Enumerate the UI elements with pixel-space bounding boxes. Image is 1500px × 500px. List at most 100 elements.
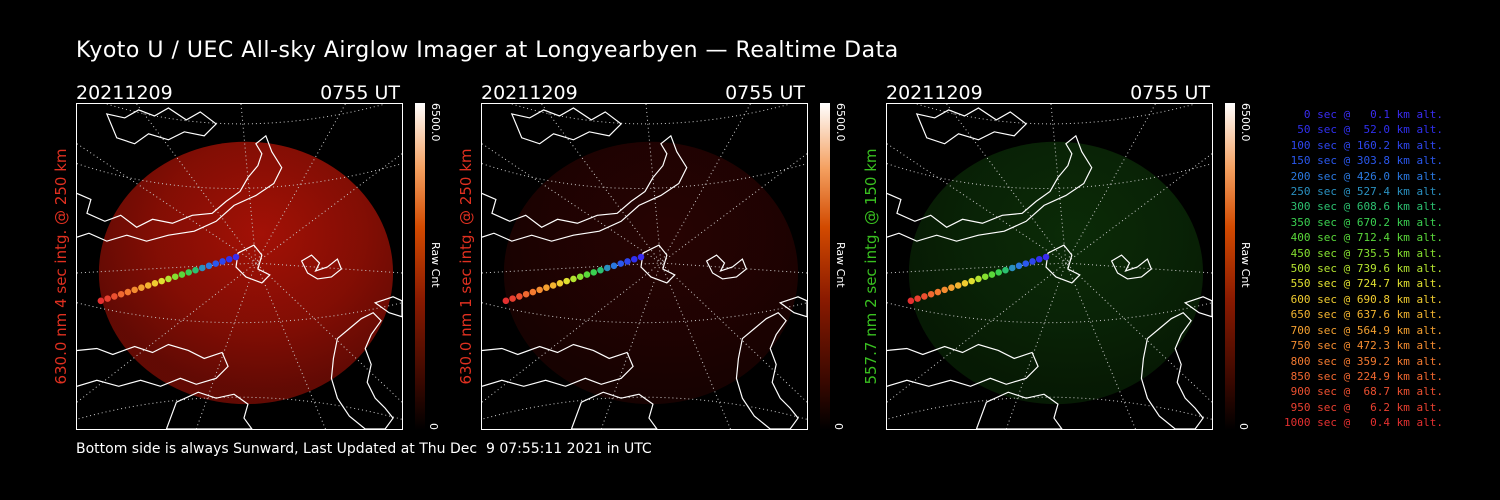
trajectory-point [948, 284, 955, 291]
colorbar-unit-label: Raw Cnt [429, 242, 442, 288]
trajectory-point [516, 293, 523, 300]
legend-row: 1000 sec @ 0.4 km alt. [1284, 416, 1443, 430]
panel-time: 0755 UT [725, 82, 805, 104]
trajectory-point [981, 273, 989, 281]
coastline [77, 134, 283, 242]
trajectory-point [97, 297, 105, 305]
trajectory-point [529, 288, 537, 296]
trajectory-point [570, 275, 577, 283]
longitude-gridline [1050, 104, 1067, 264]
colorbar [1225, 103, 1235, 430]
trajectory-point [914, 295, 921, 302]
legend-row: 100 sec @ 160.2 km alt. [1290, 138, 1443, 152]
wavelength-label: 557.7 nm 2 sec intg. @ 150 km [862, 148, 880, 385]
coastline [300, 254, 343, 280]
trajectory-point [178, 271, 186, 278]
legend-row: 450 sec @ 735.5 km alt. [1290, 246, 1443, 260]
trajectory-point [219, 258, 226, 265]
legend-row: 850 sec @ 224.9 km alt. [1290, 369, 1443, 383]
trajectory-point [597, 266, 604, 274]
coastline [735, 311, 799, 429]
trajectory-point [590, 269, 597, 276]
longitude-gridline [136, 104, 257, 264]
coastline [778, 296, 807, 318]
longitude-gridline [946, 104, 1067, 264]
legend-row: 950 sec @ 6.2 km alt. [1290, 400, 1443, 414]
panel-time: 0755 UT [320, 82, 400, 104]
trajectory-point [921, 293, 928, 300]
longitude-gridline [255, 104, 346, 264]
colorbar [820, 103, 830, 430]
trajectory-point [144, 282, 152, 289]
trajectory-point [1002, 266, 1009, 274]
longitude-gridline [1005, 262, 1067, 429]
trajectory-point [104, 295, 111, 302]
trajectory-point [563, 277, 570, 285]
latitude-gridline [482, 163, 807, 189]
longitude-gridline [541, 104, 662, 264]
legend-row: 150 sec @ 303.8 km alt. [1290, 154, 1443, 168]
coastline [887, 343, 1039, 387]
latitude-gridline [916, 104, 1196, 125]
legend-row: 300 sec @ 608.6 km alt. [1290, 200, 1443, 214]
legend-row: 400 sec @ 712.4 km alt. [1290, 231, 1443, 245]
trajectory-point [502, 297, 510, 305]
coastline [510, 107, 623, 145]
longitude-gridline [240, 104, 257, 264]
coastline [77, 343, 229, 387]
wavelength-label: 630.0 nm 4 sec intg. @ 250 km [52, 148, 70, 385]
airglow-image [908, 141, 1204, 405]
trajectory-point [1029, 258, 1036, 265]
trajectory-point [637, 253, 645, 261]
coastline [235, 244, 271, 284]
legend-row: 500 sec @ 739.6 km alt. [1290, 262, 1443, 276]
trajectory-point [225, 255, 233, 263]
longitude-gridline [482, 143, 662, 264]
trajectory-point [509, 295, 516, 302]
coastline [1110, 254, 1153, 280]
legend-row: 750 sec @ 472.3 km alt. [1290, 339, 1443, 353]
panel-date: 20211209 [886, 82, 983, 104]
coastline [1140, 311, 1204, 429]
colorbar-max-label: 6500.0 [429, 103, 442, 142]
trajectory-point [941, 286, 948, 294]
legend-row: 0 sec @ 0.1 km alt. [1303, 108, 1443, 121]
trajectory-point [576, 273, 584, 281]
legend-row: 200 sec @ 426.0 km alt. [1290, 169, 1443, 183]
latitude-gridline [77, 163, 402, 189]
trajectory-point [610, 262, 618, 270]
trajectory-point [624, 258, 631, 265]
latitude-gridline [511, 104, 791, 125]
trajectory-point [543, 284, 550, 291]
trajectory-point [192, 266, 199, 274]
trajectory-point [165, 275, 172, 283]
trajectory-point [138, 284, 145, 291]
coastline [1183, 296, 1212, 318]
coastline [915, 107, 1028, 145]
trajectory-point [1008, 264, 1016, 272]
trajectory-point [124, 288, 132, 296]
longitude-gridline [660, 262, 807, 274]
legend-row: 600 sec @ 690.8 km alt. [1290, 292, 1443, 306]
coastline [373, 296, 402, 318]
trajectory-point [995, 269, 1002, 276]
page-title: Kyoto U / UEC All-sky Airglow Imager at … [76, 38, 899, 63]
trajectory-point [171, 273, 179, 281]
panel-date: 20211209 [481, 82, 578, 104]
airglow-map [886, 103, 1213, 430]
coastline [975, 391, 1063, 429]
trajectory-point [151, 280, 159, 287]
trajectory-point [961, 280, 969, 287]
footer-status: Bottom side is always Sunward, Last Upda… [76, 441, 652, 457]
latitude-gridline [106, 104, 386, 125]
coastline [330, 311, 394, 429]
trajectory-point [198, 264, 206, 272]
coastline [570, 391, 658, 429]
longitude-gridline [645, 104, 662, 264]
airglow-map [76, 103, 403, 430]
colorbar-min-label: 0 [832, 423, 845, 430]
trajectory-point [185, 269, 192, 276]
panel-date: 20211209 [76, 82, 173, 104]
legend-row: 650 sec @ 637.6 km alt. [1290, 308, 1443, 322]
trajectory-point [934, 288, 942, 296]
